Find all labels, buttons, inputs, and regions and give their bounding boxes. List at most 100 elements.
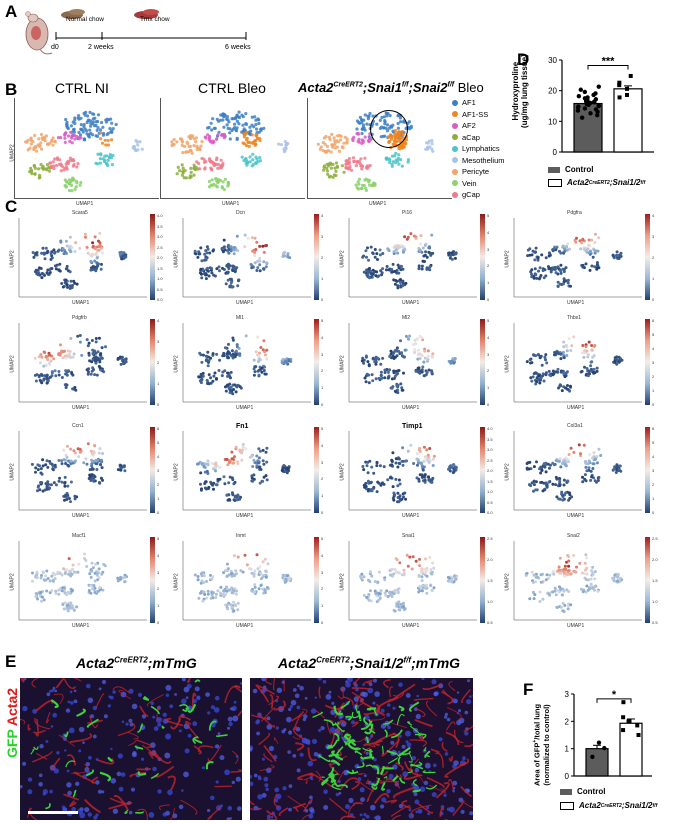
- colorbar-tick: 4: [157, 318, 160, 323]
- normal-chow-label: Normal chow: [66, 16, 104, 23]
- cluster-color-dot: [452, 145, 458, 152]
- gene-scatter: [513, 323, 642, 403]
- colorbar-tick: 6: [652, 318, 655, 323]
- colorbar-tick: 1: [321, 493, 324, 499]
- e-title-mutant: Acta2CreERT2;Snai1/2f/f;mTmG: [278, 655, 461, 671]
- gene-scatter: [18, 323, 147, 403]
- cluster-legend-item: Pericyte: [452, 167, 489, 176]
- gene-ylabel: UMAP2: [173, 573, 180, 591]
- umap-title-mutant-bleo: Acta2CreERT2;Snai1f/f;Snai2f/f Bleo: [298, 80, 484, 95]
- cluster-legend-label: AF2: [462, 121, 476, 130]
- colorbar-tick: 5: [487, 318, 490, 323]
- significance-stars: ***: [602, 56, 616, 68]
- colorbar-tick: 1: [487, 280, 490, 286]
- gene-scatter: [182, 431, 311, 511]
- gene-ylabel: UMAP2: [504, 463, 511, 481]
- colorbar-tick: 0: [157, 620, 160, 625]
- data-point: [628, 73, 633, 78]
- colorbar-tick: 4: [157, 454, 160, 459]
- data-point: [621, 700, 626, 705]
- mutant-swatch: [548, 178, 562, 187]
- data-point: [576, 93, 582, 99]
- data-point: [596, 740, 602, 745]
- panel-label-c: C: [5, 197, 18, 216]
- umap-title-ctrl-ni: CTRL NI: [55, 80, 109, 96]
- data-point: [602, 745, 607, 751]
- gene-xlabel: UMAP1: [567, 623, 585, 629]
- colorbar: [314, 427, 319, 513]
- colorbar-tick: 6: [157, 426, 160, 431]
- colorbar-tick: 2.0: [157, 255, 163, 260]
- data-point: [582, 106, 588, 111]
- gene-title: Thbs1: [567, 315, 581, 321]
- colorbar-tick: 2.5: [487, 536, 493, 541]
- colorbar: [645, 427, 650, 513]
- colorbar-tick: 3: [157, 468, 160, 473]
- gene-xlabel: UMAP1: [567, 513, 585, 519]
- colorbar: [314, 319, 319, 405]
- colorbar-tick: 0: [157, 402, 160, 407]
- tmx-chow-icon: [134, 9, 159, 19]
- colorbar-tick: 1.5: [487, 478, 493, 484]
- colorbar-tick: 1.0: [652, 599, 658, 604]
- gene-umap-fn1: Fn1 UMAP1 UMAP2 5 4 3 2 1 0: [172, 423, 332, 523]
- b-xlabel-1: UMAP1: [76, 201, 94, 207]
- colorbar-tick: 0.5: [487, 499, 493, 505]
- colorbar-tick: 5: [157, 536, 160, 541]
- colorbar-tick: 2.5: [487, 457, 493, 463]
- colorbar-tick: 3: [652, 360, 655, 365]
- cluster-color-dot: [452, 134, 458, 140]
- cluster-color-dot: [452, 168, 458, 175]
- colorbar-tick: 1: [321, 385, 324, 391]
- cluster-color-dot: [452, 180, 458, 186]
- cluster-color-dot: [452, 111, 458, 117]
- gene-title: Fn1: [236, 423, 249, 430]
- gene-ylabel: UMAP2: [9, 463, 16, 481]
- data-point: [588, 111, 593, 116]
- gene-umap-pdgfra: Pdgfra UMAP1 UMAP2 4 3 2 1 0: [503, 210, 663, 310]
- y-tick-label: 20: [548, 87, 557, 96]
- gene-umap-inmt: Inmt UMAP1 UMAP2 5 4 3 2 1 0: [172, 533, 332, 633]
- data-point: [593, 97, 599, 102]
- colorbar-tick: 4: [321, 442, 324, 448]
- y-tick-label: 1: [565, 745, 570, 754]
- colorbar-tick: 5: [652, 332, 655, 337]
- colorbar-tick: 4: [487, 334, 490, 340]
- data-point: [585, 95, 590, 100]
- gene-title: Pi16: [402, 210, 413, 216]
- colorbar-tick: 0: [321, 620, 324, 625]
- colorbar: [150, 214, 155, 300]
- significance-bracket: [587, 65, 629, 70]
- gene-umap-timp1: Timp1 UMAP1 UMAP2 4.0 3.5 3.0 2.5 2.0 1.5 1.0 0.5 0…: [338, 423, 498, 523]
- colorbar-tick: 2: [487, 368, 490, 374]
- gene-xlabel: UMAP1: [402, 300, 420, 306]
- data-point: [626, 719, 631, 724]
- colorbar-tick: 5: [321, 318, 324, 323]
- gene-scatter: [18, 218, 147, 298]
- cluster-legend-label: aCap: [462, 132, 480, 142]
- colorbar-tick: 0: [652, 510, 655, 515]
- colorbar-tick: 0: [157, 510, 160, 515]
- gene-ylabel: UMAP2: [173, 250, 180, 268]
- timepoint-6-weeks: 6 weeks: [225, 44, 251, 51]
- gene-xlabel: UMAP1: [402, 405, 420, 411]
- timepoint-2-weeks: 2 weeks: [88, 44, 114, 51]
- gene-title: Snai2: [567, 533, 580, 539]
- data-point: [595, 113, 600, 118]
- gene-umap-ml2: Ml2 UMAP1 UMAP2 5 4 3 2 1 0: [338, 315, 498, 415]
- gene-xlabel: UMAP1: [236, 623, 254, 629]
- colorbar-tick: 0: [321, 510, 324, 515]
- gfp-area-chart: 3 2 1 0 *: [565, 689, 652, 781]
- mutant-swatch: [560, 801, 574, 810]
- gene-scatter: [348, 323, 477, 403]
- colorbar-tick: 0: [487, 297, 490, 302]
- colorbar-tick: 3: [487, 246, 490, 252]
- timepoint-d0: d0: [51, 44, 59, 51]
- colorbar-tick: 2: [652, 374, 655, 379]
- colorbar-tick: 5: [652, 440, 655, 445]
- colorbar-tick: 0.5: [157, 286, 163, 292]
- gene-scatter: [182, 218, 311, 298]
- data-point: [575, 108, 581, 113]
- data-point: [576, 104, 581, 109]
- gene-xlabel: UMAP1: [567, 300, 585, 306]
